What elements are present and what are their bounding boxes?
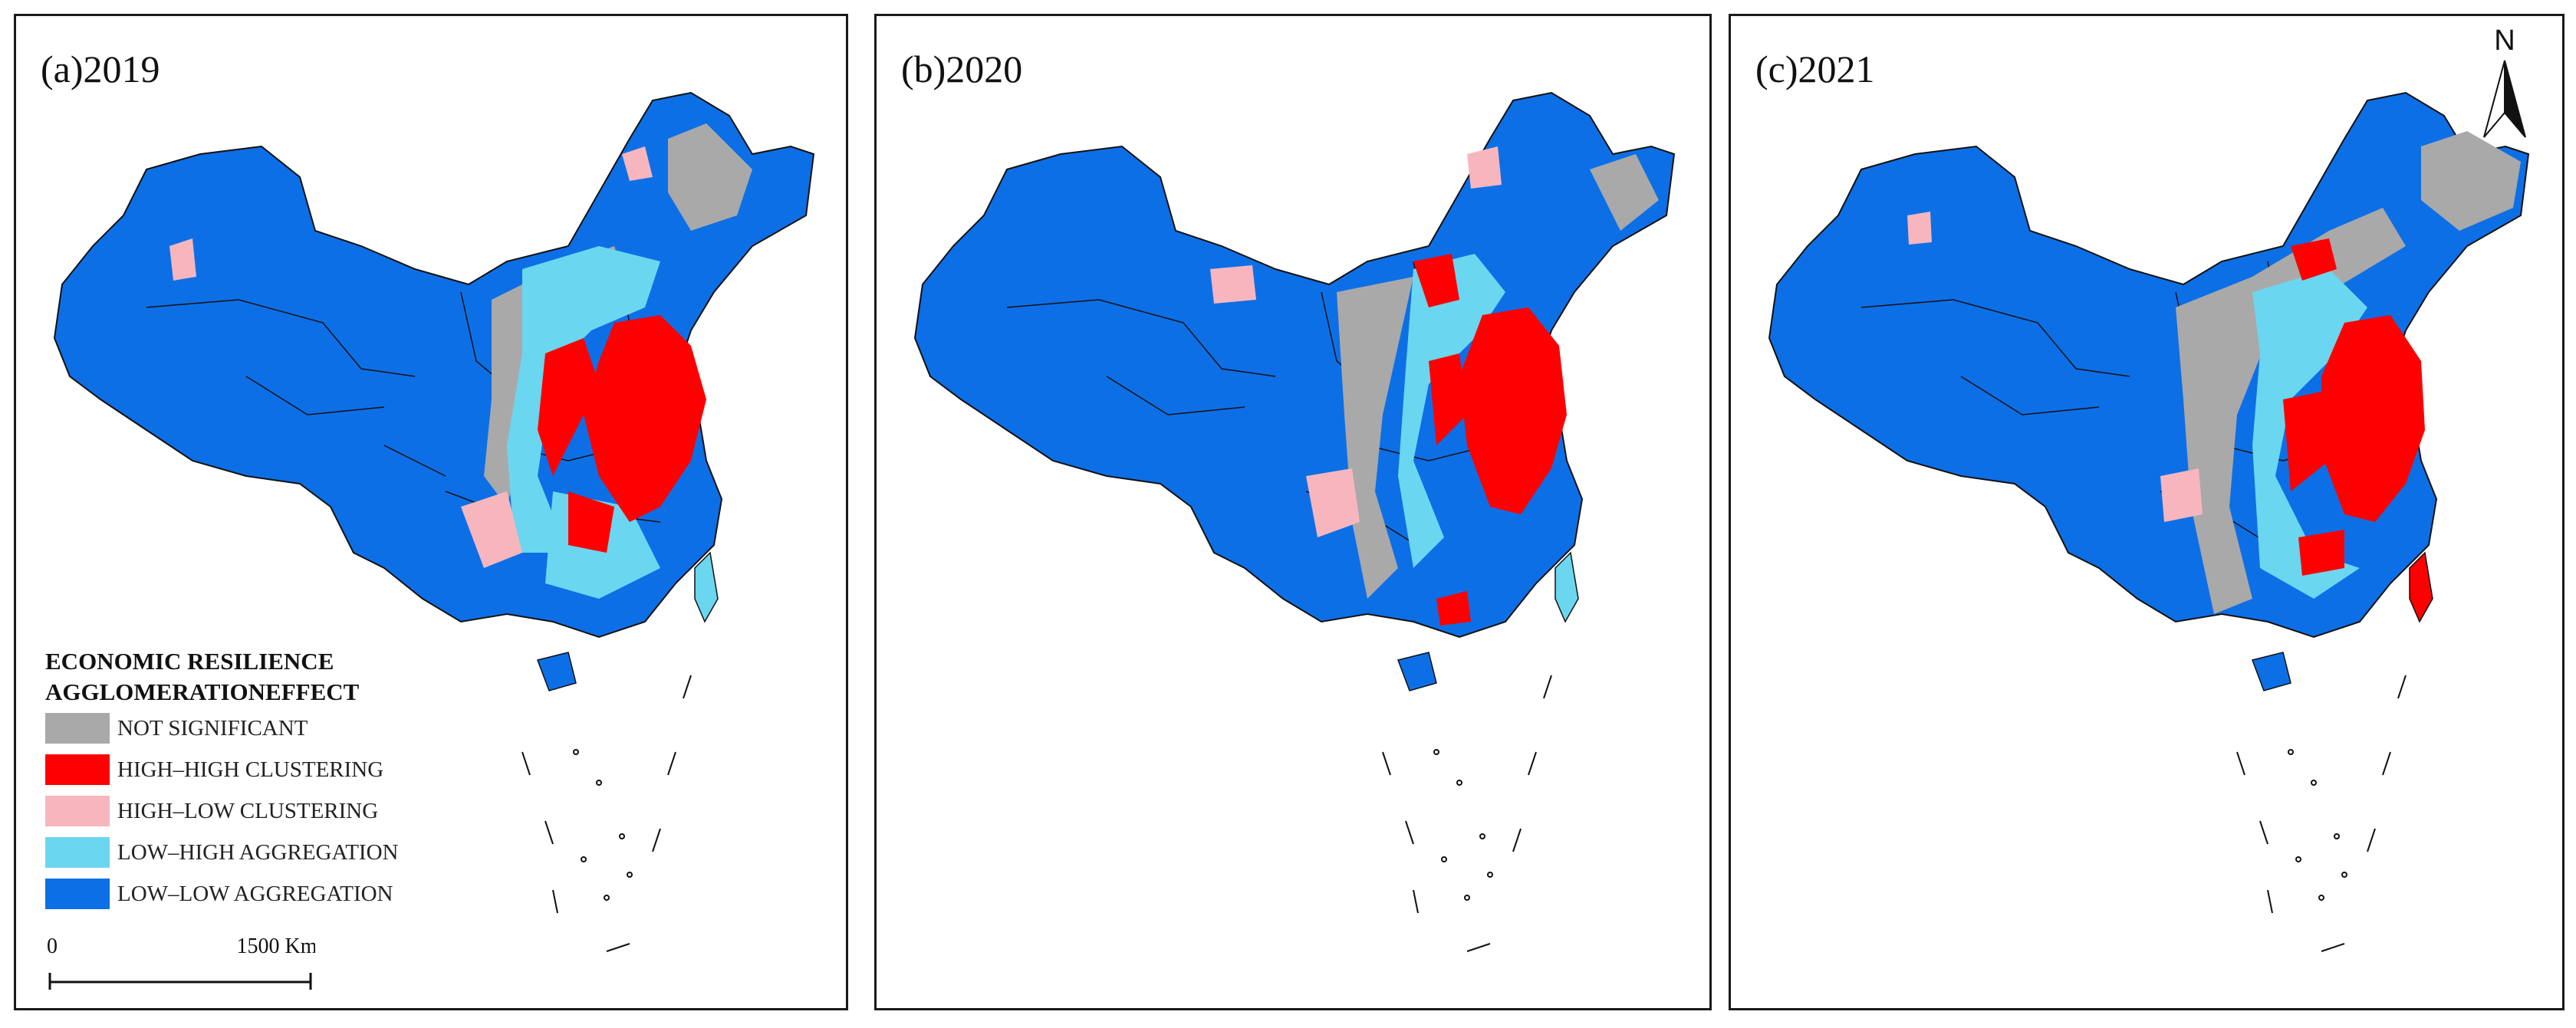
high-high-center bbox=[538, 338, 599, 476]
scale-start-label: 0 bbox=[47, 934, 58, 958]
legend-item-high-low: HIGH–LOW CLUSTERING bbox=[45, 790, 398, 832]
high-low-patch bbox=[461, 491, 522, 568]
north-arrow: N bbox=[2483, 25, 2526, 138]
legend-label: LOW–HIGH AGGREGATION bbox=[117, 839, 399, 865]
legend-swatch bbox=[45, 879, 110, 909]
high-high-central bbox=[568, 491, 614, 553]
scale-bar: 0 1500 Km bbox=[47, 934, 316, 990]
south-sea-islands bbox=[1382, 675, 1552, 952]
legend-title-line1: ECONOMIC RESILIENCE bbox=[45, 648, 334, 675]
china-landmass bbox=[913, 91, 1676, 691]
high-high-north bbox=[1413, 254, 1459, 307]
north-label: N bbox=[2494, 25, 2515, 57]
legend-swatch bbox=[45, 796, 110, 826]
legend: ECONOMIC RESILIENCE AGGLOMERATIONEFFECT … bbox=[45, 646, 398, 915]
not-significant-northeast bbox=[2421, 131, 2521, 231]
legend-item-low-high: LOW–HIGH AGGREGATION bbox=[45, 832, 398, 873]
legend-item-high-high: HIGH–HIGH CLUSTERING bbox=[45, 749, 398, 790]
china-outline bbox=[913, 91, 1676, 639]
island-taiwan bbox=[1554, 551, 1579, 623]
legend-label: HIGH–LOW CLUSTERING bbox=[117, 798, 379, 823]
not-significant-region bbox=[2176, 208, 2406, 614]
island-taiwan bbox=[694, 551, 719, 623]
china-landmass bbox=[53, 91, 815, 691]
south-sea-islands bbox=[521, 675, 692, 952]
high-high-east bbox=[584, 315, 706, 522]
high-high-center bbox=[1429, 353, 1467, 445]
legend-swatch bbox=[45, 713, 110, 744]
low-high-region bbox=[2252, 269, 2367, 599]
north-arrow-right bbox=[2504, 60, 2526, 138]
not-significant-northeast bbox=[1590, 154, 1659, 231]
legend-title-line2: AGGLOMERATIONEFFECT bbox=[45, 678, 360, 705]
legend-label: LOW–LOW AGGREGATION bbox=[117, 881, 393, 906]
high-low-patch-2 bbox=[169, 238, 196, 281]
high-low-north bbox=[1907, 212, 1932, 245]
not-significant-northeast bbox=[668, 123, 752, 231]
china-map-2019 bbox=[53, 91, 815, 952]
high-high-east bbox=[1459, 307, 1567, 514]
north-arrow-left bbox=[2483, 60, 2505, 138]
high-high-south bbox=[2298, 530, 2344, 576]
legend-label: NOT SIGNIFICANT bbox=[117, 715, 308, 741]
china-map-2021 bbox=[1768, 91, 2530, 952]
island-hainan bbox=[2252, 652, 2291, 691]
scale-end-label: 1500 Km bbox=[237, 934, 316, 958]
china-map-2020 bbox=[913, 91, 1676, 952]
low-high-region bbox=[507, 246, 660, 553]
island-hainan bbox=[1397, 652, 1437, 691]
high-low-northeast bbox=[1467, 146, 1502, 189]
high-low-west bbox=[1306, 468, 1360, 537]
south-sea-islands bbox=[2236, 675, 2407, 952]
legend-item-not-significant: NOT SIGNIFICANT bbox=[45, 708, 398, 749]
high-high-east bbox=[2321, 315, 2425, 522]
legend-swatch bbox=[45, 837, 110, 868]
high-low-west bbox=[2160, 468, 2203, 522]
high-low-patch-3 bbox=[622, 146, 653, 181]
legend-swatch bbox=[45, 754, 110, 785]
high-high-center bbox=[2283, 392, 2329, 491]
legend-label: HIGH–HIGH CLUSTERING bbox=[117, 757, 384, 782]
high-low-north bbox=[1210, 265, 1256, 304]
map-panel-2019: (a)2019 ECONOMIC RESILIENCE AGGLOMERATIO… bbox=[14, 14, 848, 1010]
high-high-south bbox=[1436, 591, 1471, 626]
panel-title: (a)2019 bbox=[41, 48, 160, 90]
panel-title: (b)2020 bbox=[901, 48, 1023, 90]
panel-title: (c)2021 bbox=[1755, 48, 1875, 90]
map-panel-2020: (b)2020 bbox=[874, 14, 1712, 1010]
high-high-north bbox=[2291, 238, 2337, 281]
map-panel-2021: (c)2021 N bbox=[1729, 14, 2564, 1010]
island-taiwan bbox=[2409, 551, 2433, 623]
island-hainan bbox=[537, 652, 577, 691]
legend-item-low-low: LOW–LOW AGGREGATION bbox=[45, 873, 398, 915]
china-landmass bbox=[1768, 91, 2530, 691]
